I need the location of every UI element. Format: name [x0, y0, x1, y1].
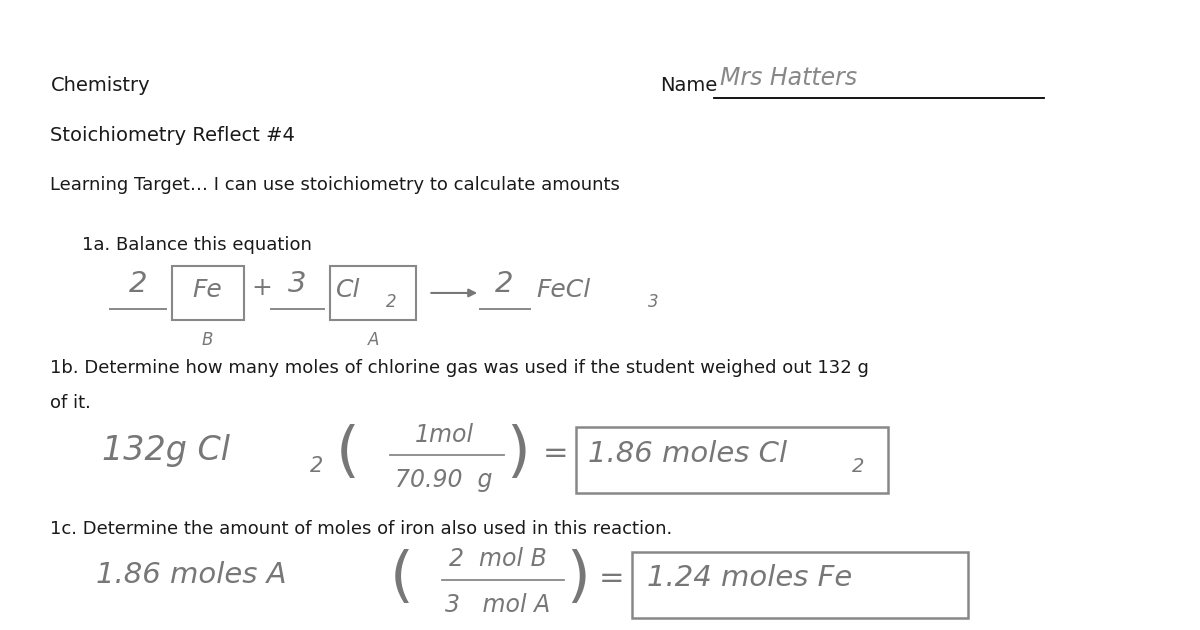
Text: 2: 2 — [494, 270, 514, 297]
Text: Stoichiometry Reflect #4: Stoichiometry Reflect #4 — [50, 126, 295, 145]
Bar — [172, 266, 244, 319]
Text: 3: 3 — [648, 294, 659, 311]
Text: 1a. Balance this equation: 1a. Balance this equation — [82, 236, 312, 255]
Text: 1b. Determine how many moles of chlorine gas was used if the student weighed out: 1b. Determine how many moles of chlorine… — [50, 359, 869, 377]
Text: of it.: of it. — [50, 394, 91, 412]
Text: Mrs Hatters: Mrs Hatters — [720, 66, 857, 90]
Text: Chemistry: Chemistry — [50, 76, 150, 94]
Text: (: ( — [390, 549, 414, 608]
Text: 1c. Determine the amount of moles of iron also used in this reaction.: 1c. Determine the amount of moles of iro… — [50, 520, 673, 538]
Text: FeCl: FeCl — [536, 278, 590, 302]
Text: Learning Target… I can use stoichiometry to calculate amounts: Learning Target… I can use stoichiometry… — [50, 176, 620, 195]
Text: 1.86 moles Cl: 1.86 moles Cl — [588, 440, 787, 467]
Text: =: = — [599, 564, 625, 593]
Text: 2: 2 — [310, 456, 323, 476]
Text: A: A — [367, 331, 379, 349]
Text: ): ) — [506, 424, 530, 483]
Text: 1.24 moles Fe: 1.24 moles Fe — [647, 564, 852, 592]
Text: 2: 2 — [128, 270, 148, 297]
Bar — [576, 427, 888, 493]
Text: B: B — [202, 331, 214, 349]
Text: Fe: Fe — [193, 278, 222, 302]
Text: 3: 3 — [288, 270, 307, 297]
Text: ): ) — [566, 549, 590, 608]
Text: 2: 2 — [386, 294, 397, 311]
Text: 1mol: 1mol — [414, 423, 474, 447]
Text: 70.90  g: 70.90 g — [395, 468, 493, 492]
Text: 2  mol B: 2 mol B — [449, 547, 547, 571]
Text: Name: Name — [660, 76, 718, 94]
Text: 3   mol A: 3 mol A — [445, 593, 551, 617]
Text: (: ( — [336, 424, 360, 483]
Text: =: = — [542, 439, 569, 468]
Text: 1.86 moles A: 1.86 moles A — [96, 561, 287, 589]
Text: +: + — [251, 276, 272, 300]
Text: 2: 2 — [852, 457, 864, 476]
Bar — [632, 552, 968, 617]
Bar — [330, 266, 416, 319]
Text: 132g Cl: 132g Cl — [102, 434, 230, 467]
Text: Cl: Cl — [336, 278, 360, 302]
